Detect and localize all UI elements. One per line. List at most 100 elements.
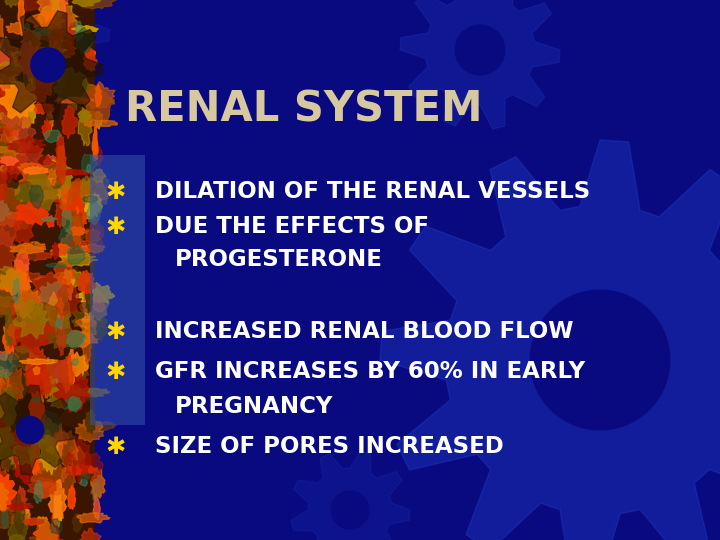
Polygon shape	[9, 534, 24, 540]
Polygon shape	[82, 326, 91, 367]
Polygon shape	[42, 357, 58, 398]
Polygon shape	[51, 182, 86, 205]
Polygon shape	[33, 482, 64, 497]
Polygon shape	[26, 11, 65, 29]
Polygon shape	[5, 212, 20, 219]
Polygon shape	[14, 202, 49, 225]
Polygon shape	[14, 426, 38, 446]
Polygon shape	[11, 51, 47, 69]
Polygon shape	[82, 111, 103, 119]
Polygon shape	[0, 56, 17, 70]
Polygon shape	[80, 0, 120, 9]
Polygon shape	[79, 451, 104, 482]
Text: DILATION OF THE RENAL VESSELS: DILATION OF THE RENAL VESSELS	[155, 180, 590, 203]
Polygon shape	[0, 409, 11, 429]
Text: ✱: ✱	[105, 215, 125, 239]
Polygon shape	[71, 357, 89, 381]
Polygon shape	[57, 170, 94, 176]
Polygon shape	[33, 524, 58, 540]
Polygon shape	[1, 107, 23, 126]
Polygon shape	[81, 421, 117, 432]
Polygon shape	[75, 388, 110, 397]
Polygon shape	[55, 200, 68, 228]
Polygon shape	[53, 261, 75, 286]
Polygon shape	[85, 193, 102, 218]
Polygon shape	[76, 282, 114, 303]
Polygon shape	[56, 232, 90, 259]
Polygon shape	[62, 186, 68, 205]
Polygon shape	[43, 154, 59, 182]
Polygon shape	[0, 102, 12, 112]
Polygon shape	[17, 99, 25, 114]
Polygon shape	[22, 447, 42, 467]
Polygon shape	[46, 264, 66, 267]
Polygon shape	[7, 72, 26, 107]
Polygon shape	[66, 179, 89, 217]
Polygon shape	[80, 303, 86, 312]
Polygon shape	[0, 133, 21, 163]
Polygon shape	[66, 355, 77, 366]
Polygon shape	[0, 200, 12, 221]
Polygon shape	[93, 494, 100, 519]
Polygon shape	[38, 522, 57, 540]
Polygon shape	[85, 228, 100, 244]
Polygon shape	[53, 242, 59, 260]
Polygon shape	[55, 319, 63, 328]
Polygon shape	[94, 146, 104, 166]
Polygon shape	[63, 465, 97, 475]
Polygon shape	[19, 165, 50, 193]
Polygon shape	[13, 113, 19, 146]
Polygon shape	[0, 387, 17, 428]
Polygon shape	[78, 529, 102, 540]
Polygon shape	[0, 147, 19, 183]
Polygon shape	[2, 372, 33, 398]
Polygon shape	[10, 118, 29, 154]
Polygon shape	[32, 398, 43, 402]
Polygon shape	[78, 178, 108, 206]
Polygon shape	[95, 84, 102, 107]
Polygon shape	[71, 179, 94, 199]
Polygon shape	[0, 125, 17, 143]
Polygon shape	[41, 410, 60, 437]
Polygon shape	[6, 22, 26, 34]
Polygon shape	[68, 245, 86, 265]
Polygon shape	[0, 227, 17, 273]
Polygon shape	[8, 508, 28, 540]
Polygon shape	[54, 360, 72, 386]
Polygon shape	[0, 382, 19, 396]
Polygon shape	[25, 370, 38, 387]
Polygon shape	[26, 179, 65, 186]
Polygon shape	[31, 463, 71, 488]
Polygon shape	[32, 19, 62, 58]
Polygon shape	[71, 26, 99, 32]
Polygon shape	[10, 75, 17, 87]
Polygon shape	[19, 359, 58, 364]
Polygon shape	[63, 210, 73, 230]
Polygon shape	[30, 155, 57, 176]
Polygon shape	[76, 28, 94, 53]
Polygon shape	[72, 513, 82, 532]
Polygon shape	[68, 25, 75, 56]
Polygon shape	[0, 353, 14, 378]
Polygon shape	[0, 368, 11, 402]
Polygon shape	[7, 503, 33, 510]
Polygon shape	[38, 13, 72, 47]
Polygon shape	[14, 248, 30, 275]
Polygon shape	[78, 271, 96, 294]
Polygon shape	[0, 266, 22, 288]
Polygon shape	[0, 76, 9, 120]
Polygon shape	[0, 409, 13, 440]
Polygon shape	[85, 282, 93, 313]
Polygon shape	[38, 429, 60, 475]
Polygon shape	[50, 519, 62, 534]
Polygon shape	[34, 28, 51, 36]
Polygon shape	[78, 110, 91, 123]
Polygon shape	[14, 442, 37, 465]
Text: GFR INCREASES BY 60% IN EARLY: GFR INCREASES BY 60% IN EARLY	[155, 360, 585, 383]
Polygon shape	[455, 25, 505, 75]
Polygon shape	[15, 345, 30, 353]
Polygon shape	[52, 178, 63, 189]
Polygon shape	[18, 99, 37, 128]
Polygon shape	[67, 330, 86, 347]
Polygon shape	[34, 523, 50, 540]
